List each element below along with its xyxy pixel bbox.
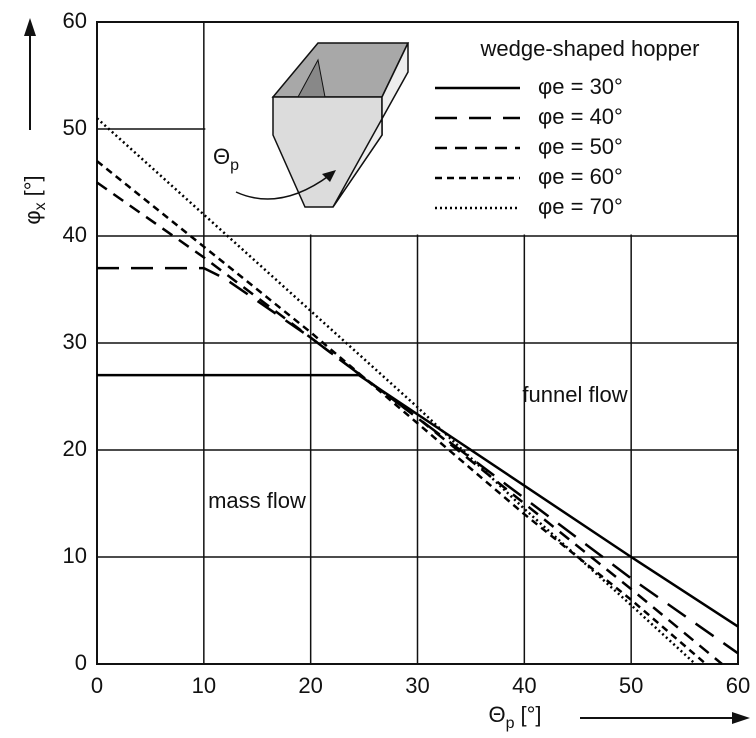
inset-symbol: Θ [213,144,230,169]
x-arrowhead [732,712,750,724]
legend-label: φe = 60° [538,164,623,189]
x-tick-label: 30 [405,673,429,698]
data-line [97,183,722,665]
legend-label: φe = 30° [538,74,623,99]
x-tick-label: 40 [512,673,536,698]
x-axis-label: Θp [°] [488,702,541,732]
y-tick-label: 50 [63,115,87,140]
legend-label: φe = 50° [538,134,623,159]
y-subscript: x [32,202,49,210]
x-tick-label: 50 [619,673,643,698]
x-symbol: Θ [488,702,505,727]
x-tick-label: 20 [298,673,322,698]
legend-label: φe = 70° [538,194,623,219]
inset-subscript: p [230,157,239,174]
chart: Θp wedge-shaped hopper mass flow funnel … [0,0,756,738]
y-tick-label: 40 [63,222,87,247]
y-symbol: φ [20,210,45,224]
y-tick-label: 30 [63,329,87,354]
x-tick-label: 0 [91,673,103,698]
y-arrowhead [24,18,36,36]
x-tick-label: 10 [192,673,216,698]
legend-label: φe = 40° [538,104,623,129]
annotation: funnel flow [522,382,627,407]
y-unit: [°] [20,175,45,196]
x-tick-label: 60 [726,673,750,698]
y-axis-label: φx [°] [20,175,49,224]
y-tick-label: 60 [63,8,87,33]
legend-title: wedge-shaped hopper [480,36,700,61]
x-subscript: p [506,715,515,732]
y-tick-label: 0 [75,650,87,675]
x-unit: [°] [521,702,542,727]
y-tick-label: 10 [63,543,87,568]
y-tick-label: 20 [63,436,87,461]
annotation: mass flow [208,488,306,513]
